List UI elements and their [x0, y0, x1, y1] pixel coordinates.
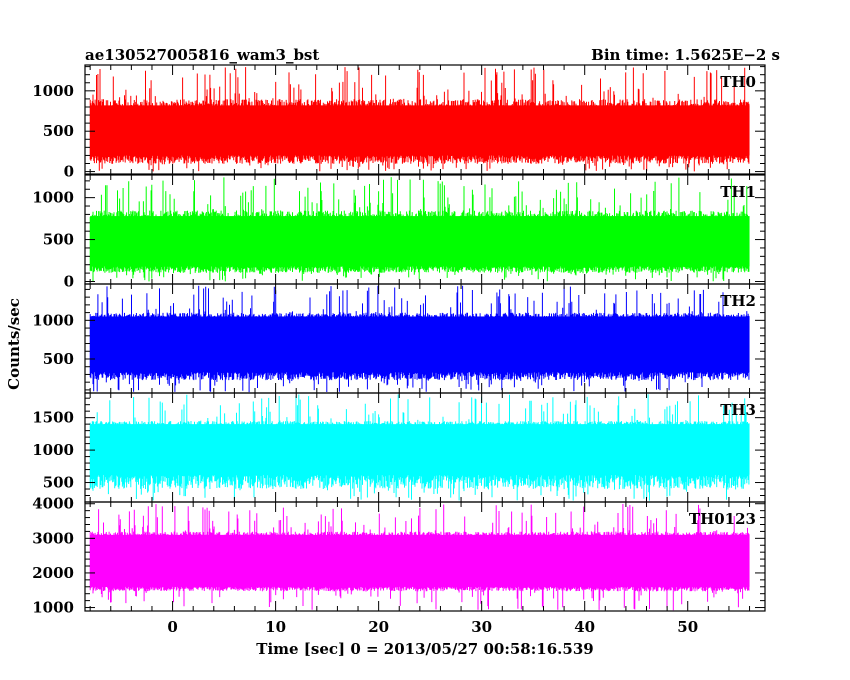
chart-title: ae130527005816_wam3_bst: [85, 46, 319, 64]
y-tick-label: 1000: [32, 82, 74, 100]
panel-label-th0: TH0: [720, 73, 756, 91]
y-tick-label: 3000: [32, 529, 74, 547]
series-trace-th0123: [89, 504, 750, 611]
panel-th1: 0 500 1000 TH1: [32, 174, 766, 290]
y-tick-label: 500: [43, 231, 74, 249]
panel-label-th0123: TH0123: [689, 510, 756, 528]
y-tick-label: 1000: [32, 311, 74, 329]
panel-th0123: 1000 2000 3000 4000 TH0123: [32, 495, 766, 617]
x-tick-label: 30: [471, 618, 492, 636]
y-tick-label: 1000: [32, 189, 74, 207]
panel-label-th2: TH2: [720, 292, 756, 310]
x-axis-title: Time [sec] 0 = 2013/05/27 00:58:16.539: [256, 640, 593, 658]
y-tick-label: 0: [64, 163, 74, 181]
y-tick-label: 1000: [32, 441, 74, 459]
y-tick-label: 500: [43, 350, 74, 368]
x-tick-label: 0: [167, 618, 177, 636]
y-tick-label: 4000: [32, 495, 74, 513]
x-tick-label: 10: [265, 618, 286, 636]
panel-label-th1: TH1: [720, 183, 756, 201]
y-axis-title: Counts/sec: [5, 298, 23, 390]
series-trace-th2: [89, 285, 750, 393]
y-tick-label: 1000: [32, 599, 74, 617]
panel-frame: [84, 64, 766, 175]
x-tick-label: 50: [677, 618, 698, 636]
series-trace-th0: [89, 67, 750, 172]
series-trace-th3: [89, 394, 750, 501]
y-tick-label: 2000: [32, 564, 74, 582]
bin-time-label: Bin time: 1.5625E−2 s: [591, 46, 780, 64]
panel-th3: 500 1000 1500 TH3: [32, 392, 766, 503]
panel-label-th3: TH3: [720, 401, 756, 419]
panel-th0: 0 500 1000 TH0: [32, 64, 766, 181]
x-tick-label: 20: [368, 618, 389, 636]
y-tick-label: 1500: [32, 409, 74, 427]
panel-th2: 500 1000 TH2: [32, 283, 766, 394]
y-tick-label: 500: [43, 122, 74, 140]
panel-frame: [84, 501, 766, 612]
x-tick-label: 40: [574, 618, 595, 636]
series-trace-th1: [89, 177, 750, 282]
y-tick-label: 0: [64, 272, 74, 290]
y-tick-label: 500: [43, 474, 74, 492]
